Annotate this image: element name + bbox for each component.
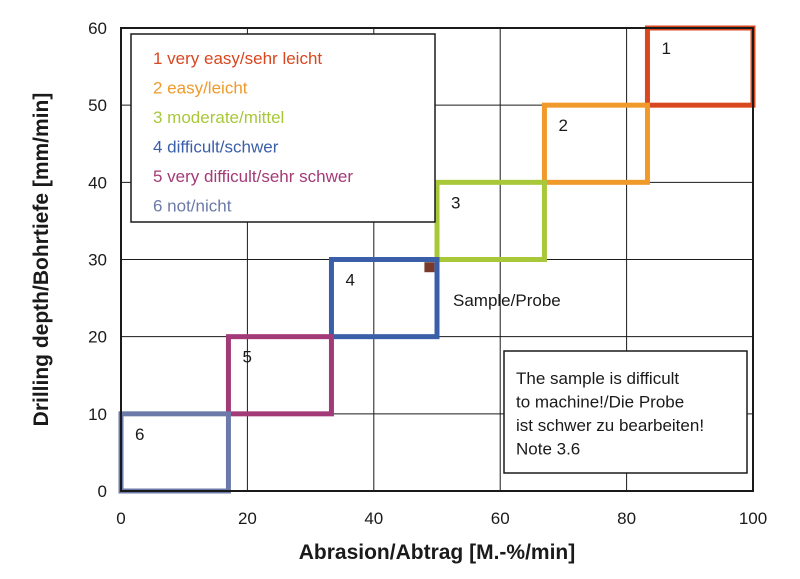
sample-label: Sample/Probe bbox=[453, 291, 561, 310]
region-box-2 bbox=[541, 102, 650, 185]
legend-entry: 3 moderate/mittel bbox=[153, 108, 284, 127]
region-label-5: 5 bbox=[242, 348, 251, 367]
region-box-3 bbox=[434, 179, 547, 262]
y-axis-ticks: 0 10 20 30 40 50 60 bbox=[88, 19, 107, 501]
sample-marker-group: Sample/Probe bbox=[424, 262, 561, 310]
legend: 1 very easy/sehr leicht 2 easy/leicht 3 mo… bbox=[130, 33, 436, 223]
plot-frame bbox=[120, 27, 754, 492]
note-line: The sample is difficult bbox=[516, 369, 679, 388]
y-tick-label: 10 bbox=[88, 405, 107, 424]
region-box-4 bbox=[328, 257, 440, 340]
legend-entry: 6 not/nicht bbox=[153, 197, 232, 216]
y-tick-label: 30 bbox=[88, 251, 107, 270]
legend-entry: 1 very easy/sehr leicht bbox=[153, 49, 322, 68]
x-tick-label: 80 bbox=[617, 509, 636, 528]
x-tick-label: 0 bbox=[116, 509, 125, 528]
note-line: ist schwer zu bearbeiten! bbox=[516, 416, 704, 435]
region-label-1: 1 bbox=[661, 39, 670, 58]
legend-entry: 5 very difficult/sehr schwer bbox=[153, 167, 353, 186]
note-box: The sample is difficult to machine!/Die P… bbox=[503, 350, 748, 474]
note-line: Note 3.6 bbox=[516, 440, 580, 459]
note-box-frame bbox=[503, 350, 748, 474]
x-axis-ticks: 0 20 40 60 80 100 bbox=[116, 509, 767, 528]
legend-entry: 2 easy/leicht bbox=[153, 79, 248, 98]
sample-marker bbox=[424, 262, 435, 273]
region-label-2: 2 bbox=[558, 116, 567, 135]
region-label-4: 4 bbox=[345, 271, 354, 290]
region-box-5 bbox=[225, 334, 334, 417]
y-axis-title: Drilling depth/Bohrtiefe [mm/min] bbox=[30, 93, 53, 427]
y-tick-label: 0 bbox=[98, 482, 107, 501]
y-tick-label: 20 bbox=[88, 328, 107, 347]
x-tick-label: 40 bbox=[364, 509, 383, 528]
x-tick-label: 100 bbox=[739, 509, 767, 528]
region-label-3: 3 bbox=[451, 193, 460, 212]
y-tick-label: 50 bbox=[88, 96, 107, 115]
x-axis-title: Abrasion/Abtrag [M.-%/min] bbox=[299, 541, 576, 564]
region-label-6: 6 bbox=[135, 425, 144, 444]
y-tick-label: 40 bbox=[88, 173, 107, 192]
legend-box bbox=[130, 33, 436, 223]
note-line: to machine!/Die Probe bbox=[516, 393, 684, 412]
x-tick-label: 20 bbox=[238, 509, 257, 528]
x-tick-label: 60 bbox=[491, 509, 510, 528]
legend-entry: 4 difficult/schwer bbox=[153, 138, 279, 157]
y-tick-label: 60 bbox=[88, 19, 107, 38]
